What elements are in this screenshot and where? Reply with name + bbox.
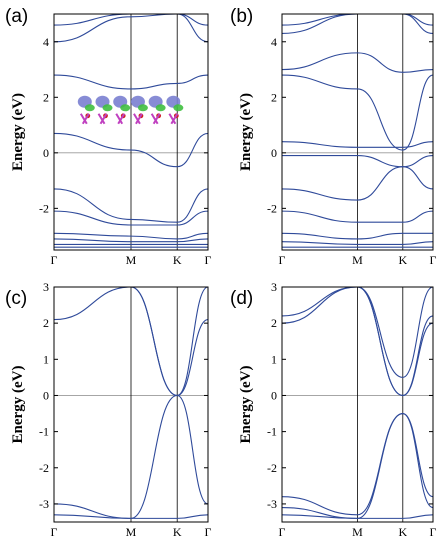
plot-frame: [281, 286, 434, 523]
plot-frame: [281, 13, 434, 251]
x-tick-label: M: [352, 525, 363, 539]
y-tick-label: 2: [43, 90, 49, 104]
y-tick-label: 2: [271, 316, 277, 330]
x-tick-label: Γ: [205, 525, 212, 539]
bond: [115, 113, 126, 125]
isosurface-blob: [84, 104, 95, 112]
y-axis-label: Energy (eV): [238, 366, 254, 444]
panel-label: (c): [5, 288, 27, 309]
x-tick-label: Γ: [51, 253, 58, 267]
y-tick-label: 3: [271, 280, 277, 294]
x-tick-label: M: [352, 253, 363, 267]
inset-structure-icon: [77, 95, 184, 125]
isosurface-blob: [120, 104, 131, 112]
panel-d: -3 -2 -1 0 1 2 3 Γ M K Γ Energy (eV) (d): [230, 280, 437, 539]
x-tick-label: Γ: [430, 253, 437, 267]
y-axis-label: Energy (eV): [238, 93, 254, 171]
band-line: [282, 241, 433, 245]
y-tick-label: 0: [43, 146, 49, 160]
y-tick-label: 0: [271, 388, 277, 402]
band-line: [54, 188, 208, 223]
y-tick-label: 2: [43, 316, 49, 330]
band-line: [282, 287, 433, 378]
panel-label: (d): [230, 288, 253, 309]
y-tick-label: 0: [271, 146, 277, 160]
band-line: [54, 287, 208, 397]
band-line: [54, 238, 208, 243]
y-tick-label: 1: [43, 352, 49, 366]
x-tick-label: M: [126, 525, 137, 539]
y-tick-label: -3: [267, 497, 277, 511]
y-tick-label: -2: [267, 461, 277, 475]
plot-frame: [53, 286, 209, 523]
x-tick-label: Γ: [279, 525, 286, 539]
y-tick-label: 2: [271, 90, 277, 104]
band-line: [54, 132, 208, 168]
band-line: [282, 287, 433, 397]
panel-a: -2 0 2 4 Γ M K Γ Energy (eV) (a): [5, 6, 212, 267]
band-line: [54, 14, 208, 26]
bond: [168, 113, 179, 125]
y-tick-label: -1: [267, 425, 277, 439]
band-line: [282, 155, 433, 168]
y-tick-label: -2: [39, 461, 49, 475]
y-tick-label: 4: [271, 35, 277, 49]
y-tick-label: 4: [43, 35, 49, 49]
band-line: [282, 52, 433, 73]
band-line: [54, 232, 208, 240]
x-tick-label: Γ: [279, 253, 286, 267]
y-tick-label: -2: [267, 201, 277, 215]
band-line: [54, 514, 208, 519]
band-line: [54, 74, 208, 90]
band-line: [282, 14, 433, 34]
y-axis-label: Energy (eV): [10, 366, 26, 444]
isosurface-blob: [173, 104, 184, 112]
band-line: [282, 514, 433, 519]
x-tick-label: K: [173, 253, 182, 267]
x-tick-label: M: [126, 253, 137, 267]
x-tick-label: Γ: [205, 253, 212, 267]
x-tick-label: Γ: [51, 525, 58, 539]
x-tick-label: Γ: [430, 525, 437, 539]
bond: [150, 113, 161, 125]
y-tick-label: -2: [39, 201, 49, 215]
x-tick-label: K: [173, 525, 182, 539]
y-tick-label: 3: [43, 280, 49, 294]
isosurface-blob: [102, 104, 113, 112]
y-tick-label: 0: [43, 388, 49, 402]
y-tick-label: -3: [39, 497, 49, 511]
bond: [97, 113, 108, 125]
band-line: [282, 412, 433, 519]
band-line: [282, 74, 433, 151]
panel-label: (a): [5, 6, 28, 27]
plot-frame: [53, 13, 209, 251]
isosurface-blob: [137, 104, 148, 112]
bands-group: [282, 287, 433, 519]
isosurface-blob: [155, 104, 166, 112]
band-line: [54, 14, 208, 43]
band-line: [282, 166, 433, 201]
panel-label: (b): [230, 6, 253, 27]
band-line: [282, 14, 433, 26]
x-tick-label: K: [398, 253, 407, 267]
panel-c: -3 -2 -1 0 1 2 3 Γ M K Γ Energy (eV) (c): [5, 280, 212, 539]
bond: [133, 113, 143, 125]
bands-group: [54, 14, 208, 248]
band-line: [282, 232, 433, 240]
panel-b: -2 0 2 4 Γ M K Γ Energy (eV) (b): [230, 6, 437, 267]
band-line: [282, 210, 433, 223]
band-line: [54, 210, 208, 226]
x-tick-label: K: [398, 525, 407, 539]
bands-group: [282, 14, 433, 248]
y-tick-label: -1: [39, 425, 49, 439]
bands-group: [54, 287, 208, 519]
bond: [79, 113, 90, 125]
y-tick-label: 1: [271, 352, 277, 366]
band-line: [282, 141, 433, 148]
y-axis-label: Energy (eV): [10, 93, 26, 171]
band-line: [54, 394, 208, 519]
